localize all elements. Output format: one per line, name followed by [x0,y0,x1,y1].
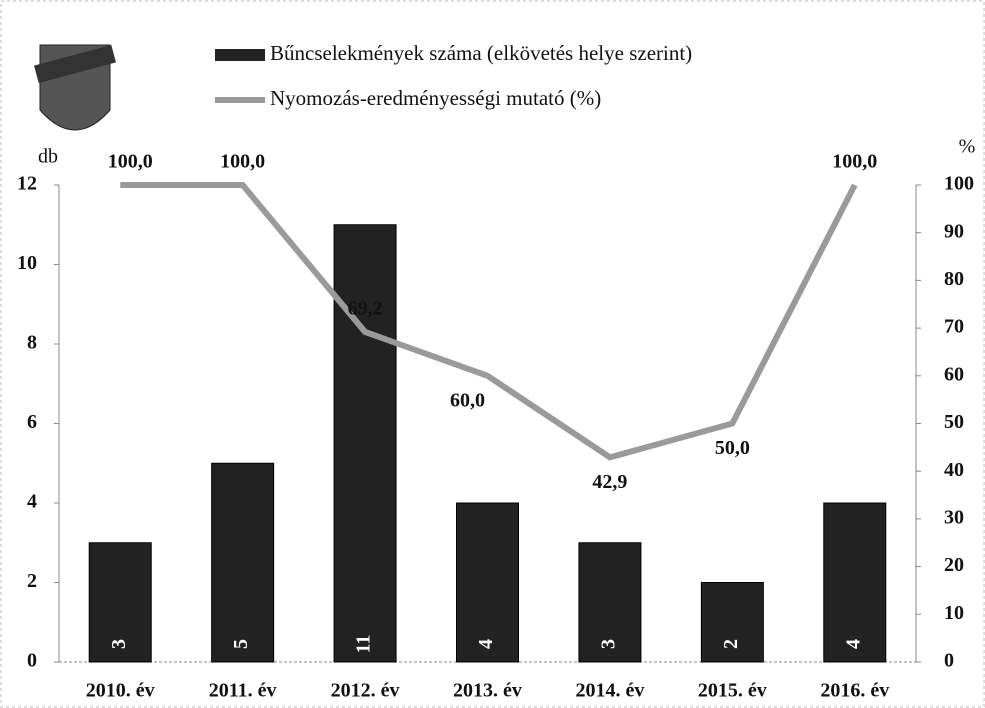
y2-axis-label: % [959,136,976,158]
x-tick-label: 2010. év [86,680,155,702]
line-value-label: 50,0 [715,437,750,459]
bar [456,502,519,663]
y2-tick-label: 80 [944,268,964,290]
bar [823,502,887,663]
bar-value-label: 3 [108,639,130,649]
y2-tick-label: 10 [944,602,964,624]
x-tick-label: 2011. év [209,680,277,702]
line-value-label: 69,2 [348,298,383,320]
x-tick-label: 2015. év [698,680,767,702]
y2-tick-label: 0 [944,650,954,672]
y-tick-label: 2 [27,570,37,592]
y-tick-label: 6 [27,411,37,433]
y-axis-label: db [38,146,58,168]
y2-tick-label: 100 [944,173,974,195]
y2-tick-label: 70 [944,316,964,338]
x-tick-label: 2012. év [331,680,400,702]
line [120,182,858,461]
line-value-label: 100,0 [108,151,153,173]
legend-swatch [215,49,265,61]
x-tick-label: 2014. év [575,680,644,702]
y-tick-label: 12 [17,173,37,195]
legend-label: Bűncselekmények száma (elkövetés helye s… [270,41,692,65]
y2-tick-label: 30 [944,506,964,528]
bar-value-label: 11 [353,635,375,654]
bar [211,462,275,663]
y2-tick-label: 60 [944,363,964,385]
y2-tick-label: 40 [944,459,964,481]
logo [34,44,116,131]
bar-value-label: 4 [842,639,864,649]
line-value-label: 42,9 [592,471,627,493]
y-tick-label: 10 [17,252,37,274]
bar [333,224,397,663]
y2-tick-label: 50 [944,411,964,433]
y-tick-label: 8 [27,332,37,354]
bar-value-label: 2 [720,639,742,649]
bar-value-label: 4 [475,639,497,649]
bar-value-label: 3 [598,639,620,649]
y-tick-label: 4 [27,491,37,513]
bar [88,542,152,663]
line-value-label: 100,0 [220,151,265,173]
y2-tick-label: 20 [944,554,964,576]
y2-tick-label: 90 [944,220,964,242]
x-tick-label: 2013. év [453,680,522,702]
legend-label: Nyomozás-eredményességi mutató (%) [270,86,601,110]
bar-value-label: 5 [230,639,252,649]
y-tick-label: 0 [27,650,37,672]
line-value-label: 100,0 [832,151,877,173]
x-tick-label: 2016. év [820,680,889,702]
bar [700,582,764,663]
line-value-label: 60,0 [450,389,485,411]
bar [578,542,642,663]
